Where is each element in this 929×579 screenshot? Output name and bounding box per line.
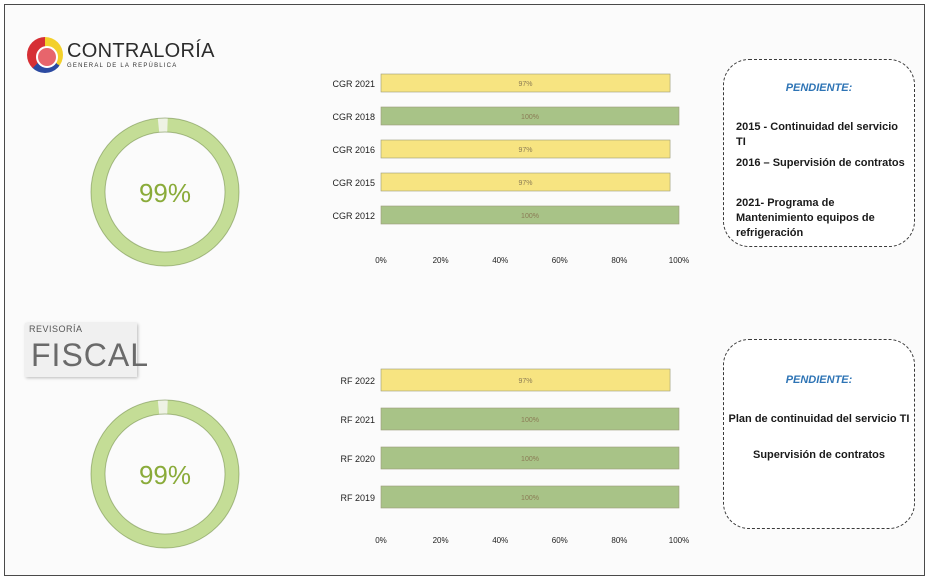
category-label: CGR 2012	[332, 211, 375, 221]
data-label: 97%	[519, 147, 533, 154]
x-tick-label: 80%	[611, 536, 627, 545]
bar	[380, 106, 680, 126]
data-label: 100%	[521, 495, 539, 502]
pending-box-cgr: PENDIENTE: 2015 - Continuidad del servic…	[723, 59, 915, 247]
pending-item: 2015 - Continuidad del servicio TI	[736, 121, 898, 148]
category-label: CGR 2016	[332, 145, 375, 155]
bar-chart-rf: RF 2022 97% RF 2021 100% RF 2020 100% RF 2019 1…	[340, 368, 689, 545]
x-tick-label: 40%	[492, 536, 508, 545]
donut-outline	[90, 117, 240, 267]
contraloria-subtitle: GENERAL DE LA REPÚBLICA	[67, 63, 178, 69]
category-label: CGR 2018	[332, 112, 375, 122]
data-label: 100%	[521, 213, 539, 220]
x-tick-label: 100%	[669, 256, 689, 265]
donut-percent-label: 99%	[139, 178, 191, 208]
data-label: 97%	[519, 378, 533, 385]
data-label: 97%	[519, 81, 533, 88]
bar	[380, 485, 680, 509]
contraloria-logo: CONTRALORÍA GENERAL DE LA REPÚBLICA	[27, 31, 227, 81]
donut-percent-label: 99%	[139, 460, 191, 490]
pending-item: Plan de continuidad del servicio TI	[728, 413, 910, 425]
category-label: RF 2019	[340, 493, 375, 503]
contraloria-name: CONTRALORÍA	[67, 40, 215, 62]
report-panel: CONTRALORÍA GENERAL DE LA REPÚBLICA REVI…	[4, 4, 925, 576]
donut-value-arc	[91, 400, 239, 548]
x-tick-label: 20%	[433, 256, 449, 265]
x-tick-label: 80%	[611, 256, 627, 265]
pending-title: PENDIENTE:	[785, 374, 853, 386]
category-label: CGR 2021	[332, 79, 375, 89]
donut-outline	[90, 399, 240, 549]
data-label: 97%	[519, 180, 533, 187]
x-tick-label: 100%	[669, 536, 689, 545]
x-tick-label: 0%	[375, 256, 387, 265]
donut-chart-rf: 99%	[90, 399, 240, 549]
donut-inner-outline	[104, 413, 226, 535]
donut-value-arc	[91, 118, 239, 266]
bar	[380, 407, 680, 431]
pending-item: Supervisión de contratos	[752, 449, 886, 461]
revisoria-fiscal-logo: REVISORÍA FISCAL	[25, 323, 148, 377]
data-label: 100%	[521, 114, 539, 121]
revisoria-small-label: REVISORÍA	[29, 324, 83, 334]
donut-inner-outline	[104, 131, 226, 253]
donut-chart-cgr: 99%	[90, 117, 240, 267]
contraloria-emblem-icon	[27, 37, 63, 73]
x-tick-label: 20%	[433, 536, 449, 545]
bar	[380, 446, 680, 470]
bar	[380, 73, 671, 93]
pending-item: 2016 – Supervisión de contratos	[736, 157, 905, 169]
bar	[380, 172, 671, 192]
x-tick-label: 40%	[492, 256, 508, 265]
pending-item: 2021- Programa de Mantenimiento equipos …	[736, 197, 875, 239]
x-tick-label: 60%	[552, 256, 568, 265]
pending-box-rf: PENDIENTE: Plan de continuidad del servi…	[723, 339, 915, 529]
pending-title: PENDIENTE:	[785, 82, 853, 94]
data-label: 100%	[521, 417, 539, 424]
bar	[380, 368, 671, 392]
bar	[380, 139, 671, 159]
category-label: RF 2022	[340, 376, 375, 386]
bar	[380, 205, 680, 225]
data-label: 100%	[521, 456, 539, 463]
x-tick-label: 0%	[375, 536, 387, 545]
bar-chart-cgr: CGR 2021 97% CGR 2018 100% CGR 2016 97% CGR 20…	[332, 73, 689, 265]
revisoria-big-label: FISCAL	[31, 337, 150, 373]
category-label: RF 2021	[340, 415, 375, 425]
category-label: CGR 2015	[332, 178, 375, 188]
x-tick-label: 60%	[552, 536, 568, 545]
category-label: RF 2020	[340, 454, 375, 464]
